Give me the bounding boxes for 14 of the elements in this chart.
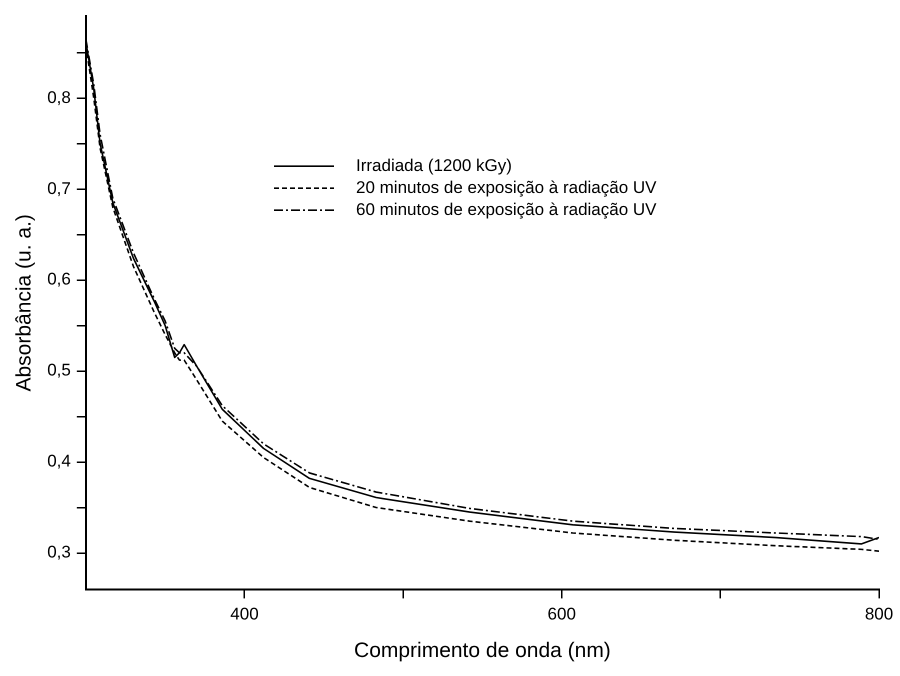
- x-axis-title: Comprimento de onda (nm): [354, 639, 611, 662]
- y-tick-label: 0,6: [47, 270, 71, 289]
- x-tick-label: 400: [230, 604, 259, 624]
- y-tick-label: 0,3: [47, 542, 71, 562]
- y-tick-label: 0,8: [47, 88, 71, 107]
- y-tick-label: 0,5: [47, 360, 71, 380]
- y-tick-label: 0,7: [47, 178, 71, 198]
- x-tick-label: 600: [548, 604, 576, 624]
- legend-label: 20 minutos de exposição à radiação UV: [356, 178, 658, 197]
- y-tick-label: 0,4: [47, 452, 71, 471]
- y-axis-title: Absorbância (u. a.): [12, 214, 36, 392]
- legend-label: 60 minutos de exposição à radiação UV: [356, 200, 658, 219]
- x-tick-label: 800: [864, 604, 894, 624]
- legend-label: Irradiada (1200 kGy): [356, 156, 512, 175]
